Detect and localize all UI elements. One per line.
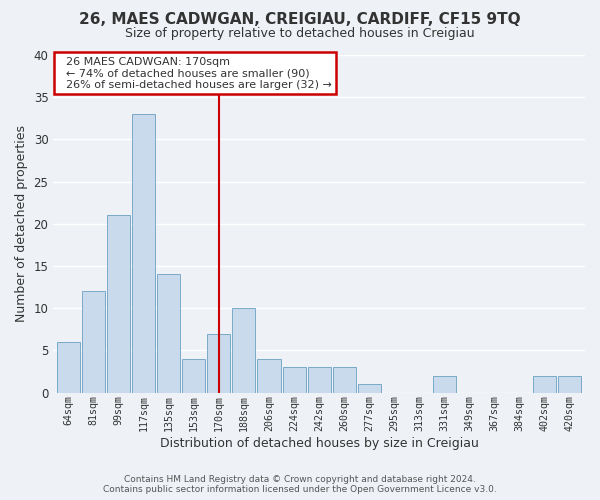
Bar: [308, 368, 331, 392]
Y-axis label: Number of detached properties: Number of detached properties: [15, 126, 28, 322]
Bar: [559, 376, 581, 392]
Text: Contains HM Land Registry data © Crown copyright and database right 2024.
Contai: Contains HM Land Registry data © Crown c…: [103, 474, 497, 494]
Bar: [157, 274, 180, 392]
Bar: [82, 292, 105, 392]
Bar: [533, 376, 556, 392]
Bar: [232, 308, 256, 392]
Text: Size of property relative to detached houses in Creigiau: Size of property relative to detached ho…: [125, 28, 475, 40]
Text: 26, MAES CADWGAN, CREIGIAU, CARDIFF, CF15 9TQ: 26, MAES CADWGAN, CREIGIAU, CARDIFF, CF1…: [79, 12, 521, 28]
Bar: [182, 359, 205, 392]
Text: 26 MAES CADWGAN: 170sqm
  ← 74% of detached houses are smaller (90)
  26% of sem: 26 MAES CADWGAN: 170sqm ← 74% of detache…: [59, 56, 331, 90]
Bar: [107, 216, 130, 392]
Bar: [132, 114, 155, 392]
Bar: [57, 342, 80, 392]
Bar: [283, 368, 305, 392]
Bar: [433, 376, 456, 392]
Bar: [257, 359, 281, 392]
Bar: [358, 384, 381, 392]
Bar: [207, 334, 230, 392]
Bar: [332, 368, 356, 392]
X-axis label: Distribution of detached houses by size in Creigiau: Distribution of detached houses by size …: [160, 437, 479, 450]
